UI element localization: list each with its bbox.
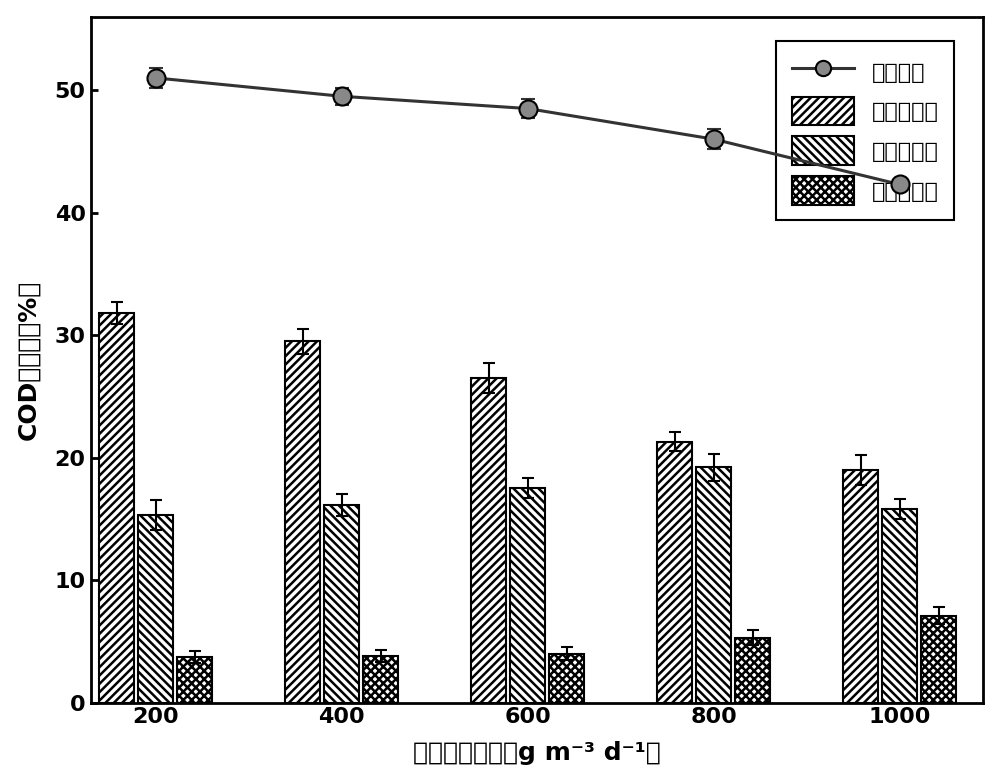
Bar (99, 313, 134, 702)
Bar (696, 468, 731, 702)
Bar (735, 637, 770, 702)
Bar (921, 615, 956, 702)
Bar (177, 657, 212, 702)
Bar (882, 509, 917, 702)
Bar (363, 656, 398, 702)
Bar (843, 470, 878, 702)
Y-axis label: COD去除率（%）: COD去除率（%） (17, 279, 41, 439)
Bar (285, 341, 320, 702)
X-axis label: 染料进水负荷（g m⁻³ d⁻¹）: 染料进水负荷（g m⁻³ d⁻¹） (413, 741, 661, 766)
Bar (510, 488, 545, 702)
Bar (324, 505, 359, 702)
Bar (138, 515, 173, 702)
Bar (657, 442, 692, 702)
Legend: 总反应器, 第一级模块, 第二级模块, 第三级模块: 总反应器, 第一级模块, 第二级模块, 第三级模块 (776, 41, 954, 221)
Bar (471, 378, 506, 702)
Bar (549, 654, 584, 702)
